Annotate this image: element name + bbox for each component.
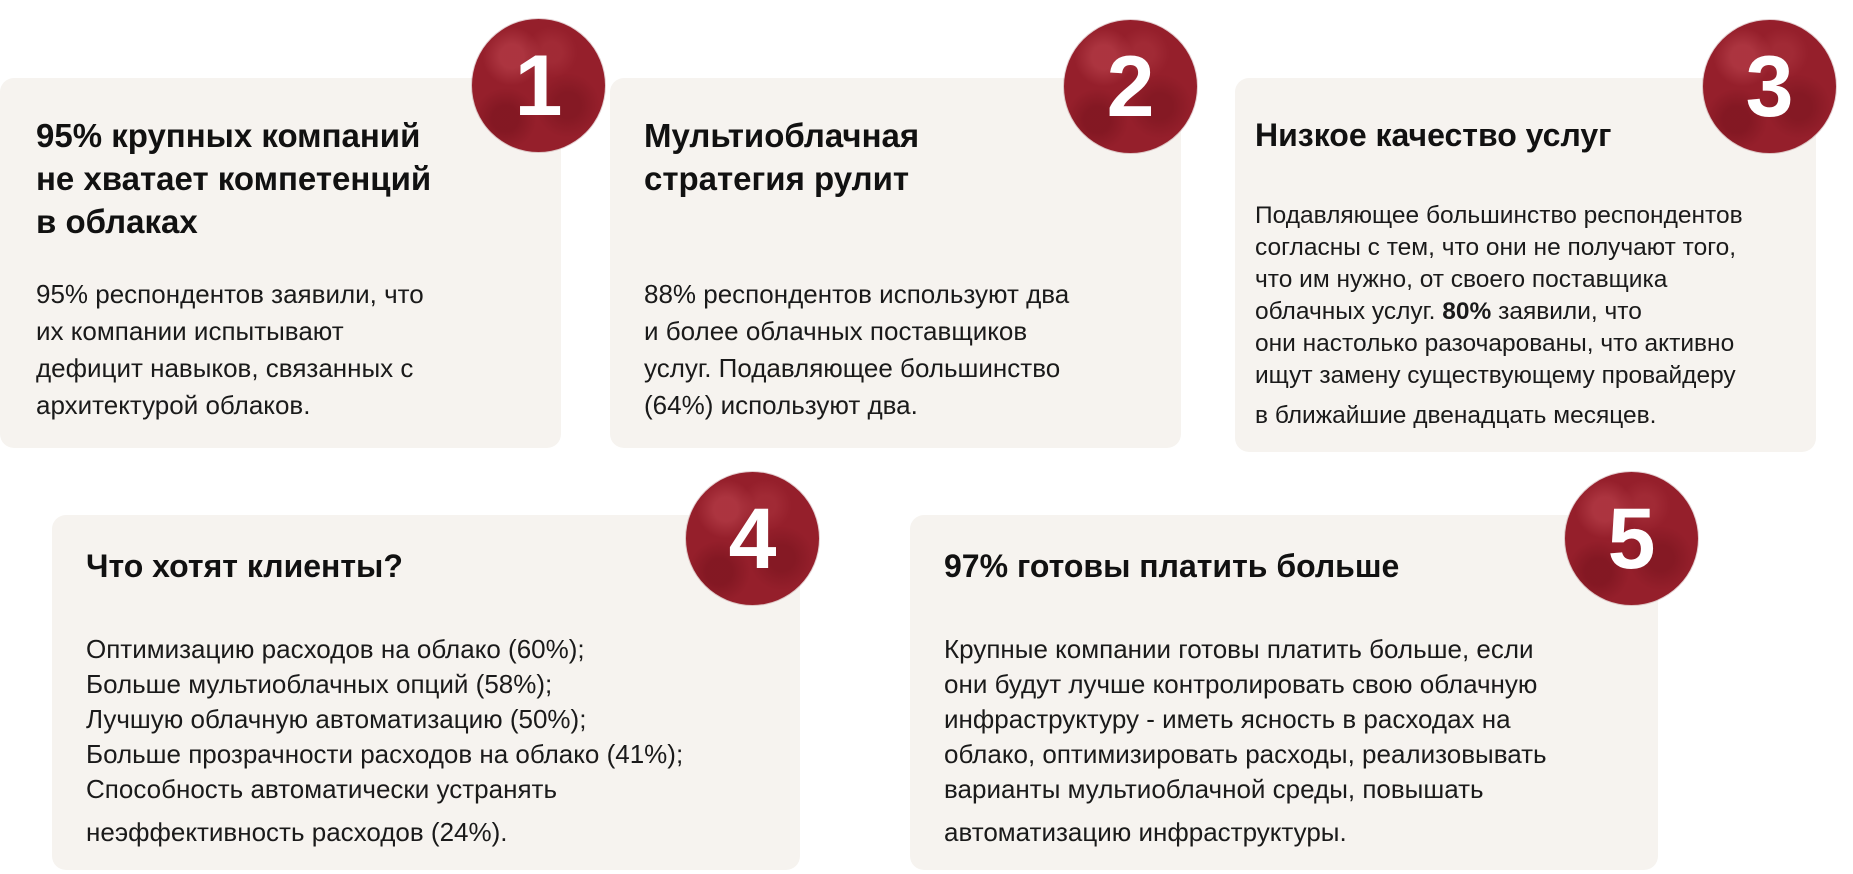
card-2-body-line: 88% респондентов используют два — [644, 279, 1070, 309]
card-3-title-line: Низкое качество услуг — [1255, 117, 1612, 153]
card-4-body-line: Больше мультиоблачных опций (58%); — [86, 669, 553, 699]
card-5-body-line: облако, оптимизировать расходы, реализов… — [944, 739, 1547, 769]
number-badge-3: 3 — [1703, 20, 1836, 153]
card-3-body: Подавляющее большинство респондентов сог… — [1255, 200, 1743, 432]
card-1-body-line: дефицит навыков, связанных с — [36, 353, 414, 383]
number-badge-5: 5 — [1565, 472, 1698, 605]
card-4-body-line: Лучшую облачную автоматизацию (50%); — [86, 704, 587, 734]
number-badge-2: 2 — [1064, 20, 1197, 153]
card-3-body-text: облачных услуг. — [1255, 298, 1436, 325]
card-5-body-line: автоматизацию инфраструктуры. — [944, 817, 1347, 847]
badge-number: 2 — [1106, 38, 1155, 135]
card-3-body-text: заявили, что — [1498, 298, 1642, 325]
card-1: 95% крупных компаний не хватает компетен… — [0, 78, 561, 448]
card-2-title-line: Мультиоблачная — [644, 117, 920, 154]
card-5-body-line: Крупные компании готовы платить больше, … — [944, 634, 1534, 664]
card-3-body-line: в ближайшие двенадцать месяцев. — [1255, 402, 1657, 429]
card-1-body: 95% респондентов заявили, что их компани… — [36, 276, 424, 424]
card-3-body-line: что им нужно, от своего поставщика — [1255, 266, 1668, 293]
card-2-body-line: услуг. Подавляющее большинство — [644, 353, 1061, 383]
card-4-body-line: Больше прозрачности расходов на облако (… — [86, 739, 684, 769]
badge-number: 4 — [728, 490, 777, 587]
card-4-body-line: неэффективность расходов (24%). — [86, 817, 508, 847]
number-badge-4: 4 — [686, 472, 819, 605]
card-3-body-line: облачных услуг. 80% заявили, что — [1255, 296, 1743, 328]
card-3-body-line: они настолько разочарованы, что активно — [1255, 330, 1735, 357]
card-4: Что хотят клиенты? Оптимизацию расходов … — [52, 515, 800, 870]
number-badge-1: 1 — [472, 19, 605, 152]
card-2: Мультиоблачная стратегия рулит 88% респо… — [610, 78, 1181, 448]
card-3-title: Низкое качество услуг — [1255, 114, 1611, 157]
card-2-body-line: (64%) используют два. — [644, 390, 918, 420]
card-4-title: Что хотят клиенты? — [86, 545, 403, 588]
card-2-title-line: стратегия рулит — [644, 160, 910, 197]
card-5-body-line: инфраструктуру - иметь ясность в расхода… — [944, 704, 1511, 734]
badge-number: 5 — [1607, 490, 1656, 587]
card-5-body-line: варианты мультиоблачной среды, повышать — [944, 774, 1484, 804]
card-3-body-line: ищут замену существующему провайдеру — [1255, 362, 1736, 389]
card-1-body-line: 95% респондентов заявили, что — [36, 279, 424, 309]
card-1-title: 95% крупных компаний не хватает компетен… — [36, 114, 431, 243]
card-5-body-line: они будут лучше контролировать свою обла… — [944, 669, 1538, 699]
card-2-body-line: и более облачных поставщиков — [644, 316, 1028, 346]
card-1-body-line: их компании испытывают — [36, 316, 344, 346]
card-5-title: 97% готовы платить больше — [944, 545, 1399, 588]
badge-number: 1 — [514, 37, 563, 134]
card-1-body-line: архитектурой облаков. — [36, 390, 311, 420]
card-5-title-line: 97% готовы платить больше — [944, 548, 1400, 584]
card-1-title-line: 95% крупных компаний — [36, 117, 421, 154]
card-2-title: Мультиоблачная стратегия рулит — [644, 114, 919, 200]
card-3-body-line: Подавляющее большинство респондентов — [1255, 202, 1743, 229]
card-5-body: Крупные компании готовы платить больше, … — [944, 632, 1547, 850]
card-4-body-line: Оптимизацию расходов на облако (60%); — [86, 634, 585, 664]
card-1-title-line: не хватает компетенций — [36, 160, 432, 197]
card-4-body: Оптимизацию расходов на облако (60%); Бо… — [86, 632, 683, 850]
card-2-body: 88% респондентов используют два и более … — [644, 276, 1069, 424]
card-4-body-line: Способность автоматически устранять — [86, 774, 557, 804]
card-3-body-line: согласны с тем, что они не получают того… — [1255, 234, 1737, 261]
card-3: Низкое качество услуг Подавляющее больши… — [1235, 78, 1816, 452]
card-3-highlight-percent: 80% — [1442, 298, 1492, 325]
card-4-title-line: Что хотят клиенты? — [86, 548, 403, 584]
card-1-title-line: в облаках — [36, 203, 198, 240]
badge-number: 3 — [1745, 38, 1794, 135]
card-5: 97% готовы платить больше Крупные компан… — [910, 515, 1658, 870]
